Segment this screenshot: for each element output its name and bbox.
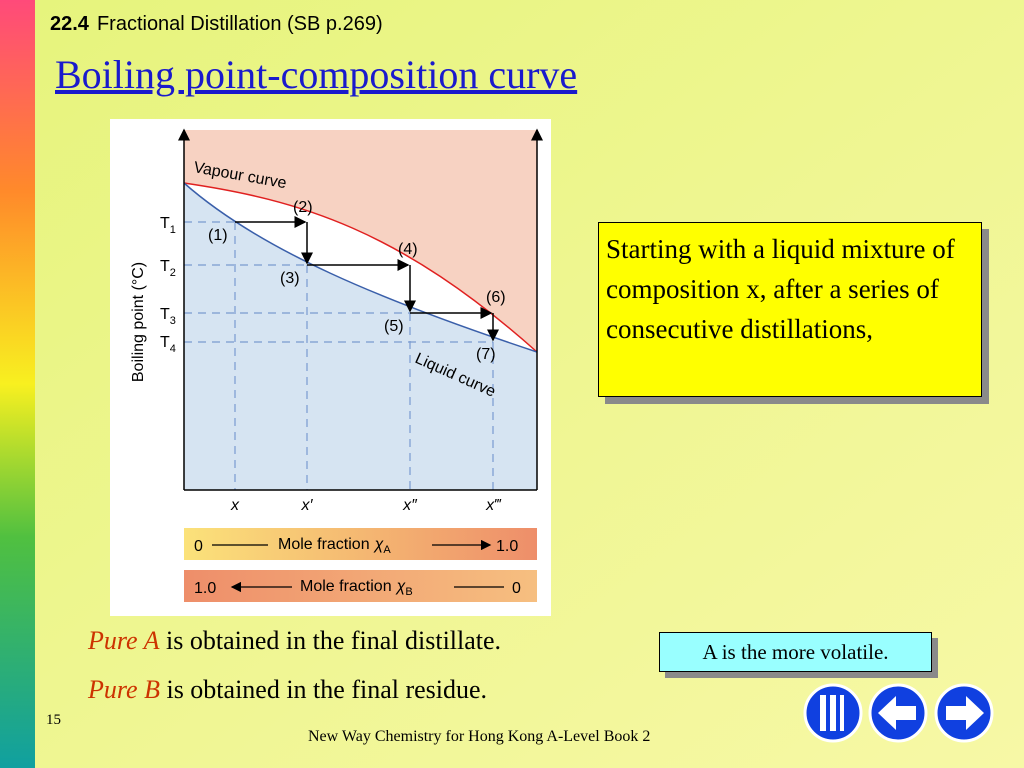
composition-label: x [230,497,240,514]
note-box: A is the more volatile. [659,632,932,672]
section-title: Fractional Distillation (SB p.269) [97,13,383,35]
composition-label: x‴ [485,497,502,514]
rainbow-strip [0,0,35,768]
bar-b-left: 1.0 [194,580,216,597]
book-title: New Way Chemistry for Hong Kong A-Level … [308,728,650,745]
bar-b-right: 0 [512,580,521,597]
next-button[interactable] [934,683,994,743]
vapour-region [184,130,537,352]
previous-button[interactable] [868,683,928,743]
header: 22.4 Fractional Distillation (SB p.269) [50,13,383,35]
emphasis: Pure B [88,675,160,704]
liquid-curve [183,182,538,353]
bullet-line: Pure B is obtained in the final residue. [88,675,487,705]
point-label: (3) [280,270,300,287]
bar-b-label: Mole fraction χB [300,578,413,598]
composition-label: x′ [301,497,314,514]
temperature-label: T4 [160,334,176,355]
point-label: (6) [486,289,506,306]
callout-box: Starting with a liquid mixture of compos… [598,222,982,397]
emphasis: Pure A [88,626,160,655]
point-label: (5) [384,318,404,335]
composition-label: x″ [402,497,418,514]
mole-fraction-bar-a [184,528,537,560]
bar-a-label: Mole fraction χA [278,536,391,556]
section-number: 22.4 [50,13,90,35]
nav-buttons [803,683,994,743]
temperature-label: T1 [160,215,176,236]
bar-a-left: 0 [194,538,203,555]
page-number: 15 [46,712,61,728]
slide-heading: Boiling point-composition curve [55,52,577,97]
point-label: (1) [208,227,228,244]
y-axis-label: Boiling point (°C) [130,262,147,382]
bullet-text: is obtained in the final distillate. [166,626,502,655]
point-label: (4) [398,241,418,258]
liquid-region [184,183,537,490]
bullet-text: is obtained in the final residue. [166,675,488,704]
mole-fraction-bar-b [184,570,537,602]
point-label: (2) [293,199,313,216]
temperature-label: T2 [160,258,176,279]
bullet-line: Pure A is obtained in the final distilla… [88,626,501,656]
diagram: Boiling point (°C) Vapour curve Liquid c… [110,119,551,616]
temperature-label: T3 [160,306,176,327]
guide-lines [184,221,494,490]
bar-a-right: 1.0 [496,538,518,555]
distillation-steps [235,216,499,342]
point-label: (7) [476,346,496,363]
menu-button[interactable] [803,683,863,743]
